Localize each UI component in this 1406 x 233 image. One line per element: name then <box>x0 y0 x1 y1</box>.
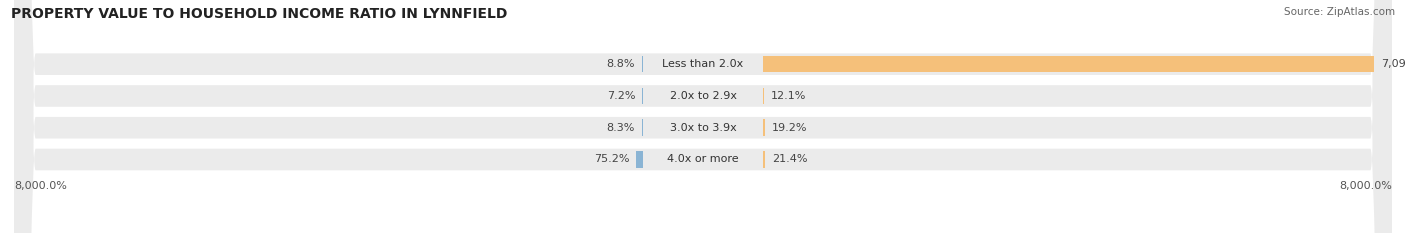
Text: 7.2%: 7.2% <box>607 91 636 101</box>
Bar <box>763 120 765 136</box>
Text: 4.0x or more: 4.0x or more <box>668 154 738 164</box>
Text: 8,000.0%: 8,000.0% <box>14 181 67 191</box>
FancyBboxPatch shape <box>14 0 1392 233</box>
Text: PROPERTY VALUE TO HOUSEHOLD INCOME RATIO IN LYNNFIELD: PROPERTY VALUE TO HOUSEHOLD INCOME RATIO… <box>11 7 508 21</box>
Text: Source: ZipAtlas.com: Source: ZipAtlas.com <box>1284 7 1395 17</box>
Text: 75.2%: 75.2% <box>593 154 630 164</box>
Text: 8.3%: 8.3% <box>607 123 636 133</box>
Text: 19.2%: 19.2% <box>772 123 807 133</box>
FancyBboxPatch shape <box>14 0 1392 233</box>
Text: 7,093.3%: 7,093.3% <box>1381 59 1406 69</box>
Bar <box>763 151 765 168</box>
Text: 8,000.0%: 8,000.0% <box>1339 181 1392 191</box>
Text: 21.4%: 21.4% <box>772 154 807 164</box>
Text: 3.0x to 3.9x: 3.0x to 3.9x <box>669 123 737 133</box>
Text: Less than 2.0x: Less than 2.0x <box>662 59 744 69</box>
Text: 8.8%: 8.8% <box>606 59 636 69</box>
Bar <box>637 151 643 168</box>
FancyBboxPatch shape <box>14 0 1392 233</box>
FancyBboxPatch shape <box>14 0 1392 233</box>
Bar <box>763 56 1374 72</box>
Text: 2.0x to 2.9x: 2.0x to 2.9x <box>669 91 737 101</box>
Text: 12.1%: 12.1% <box>772 91 807 101</box>
